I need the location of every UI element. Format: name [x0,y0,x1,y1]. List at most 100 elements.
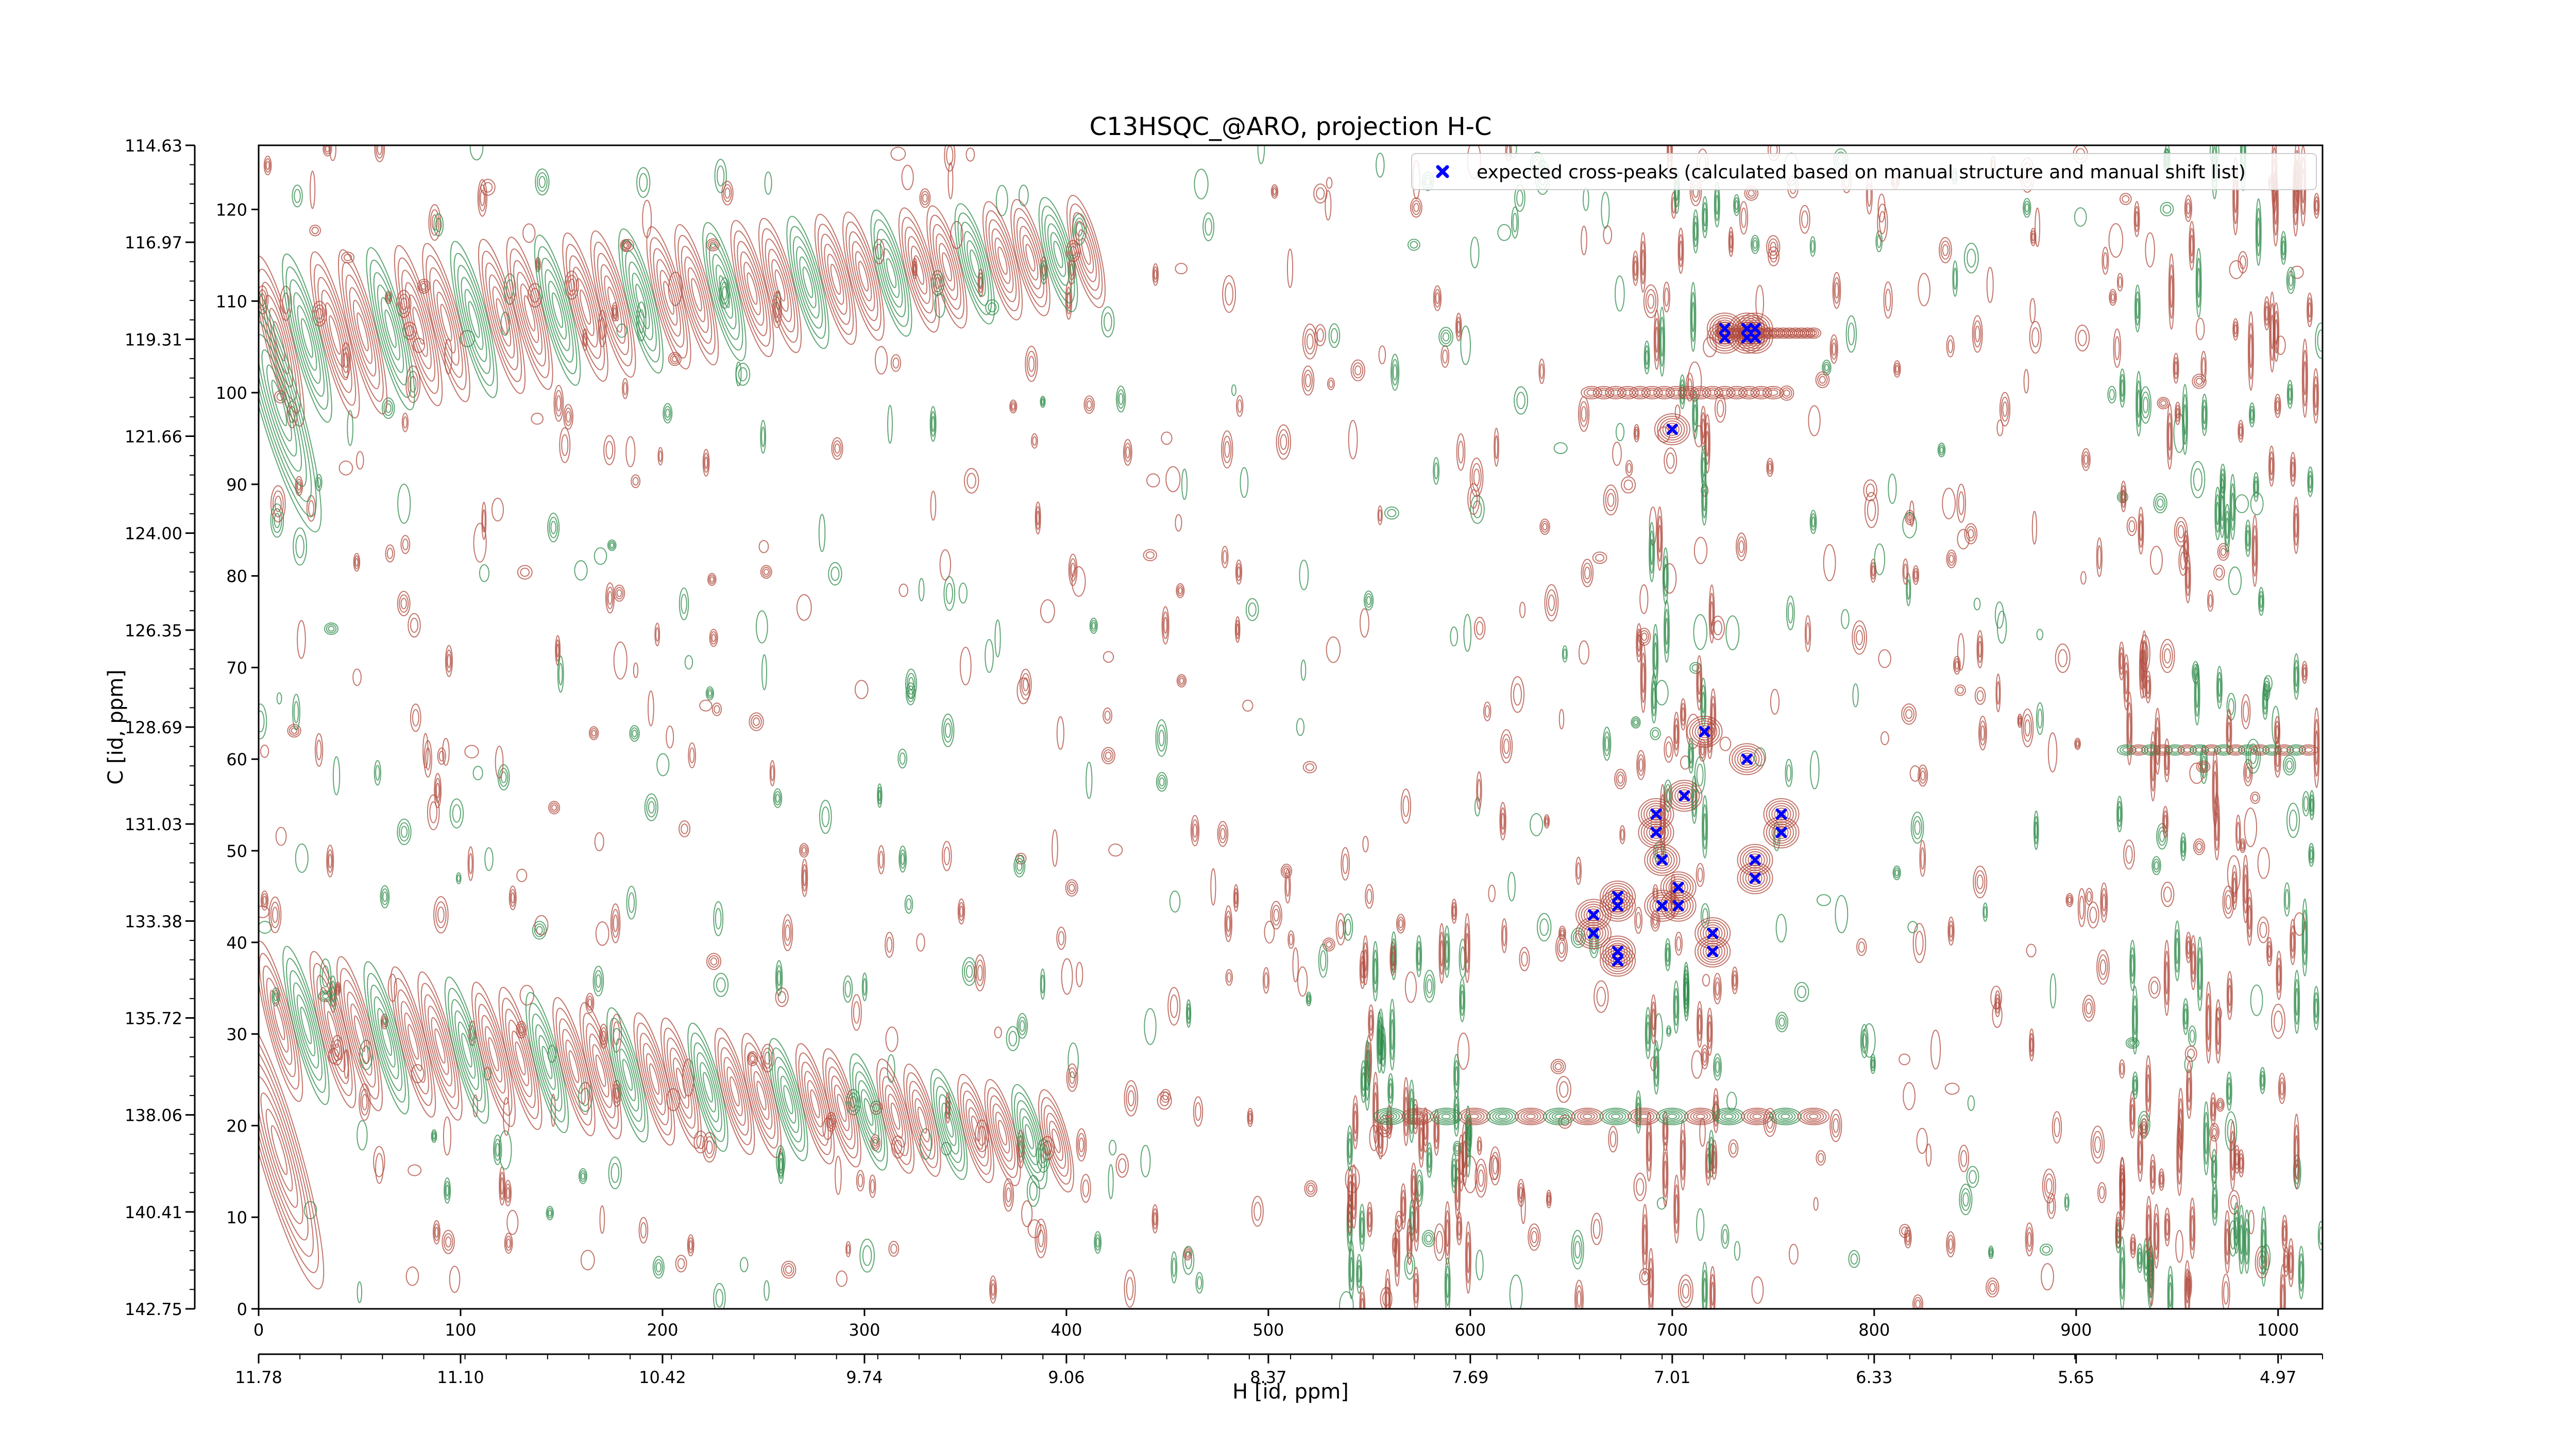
contour-ring [382,891,387,902]
contour-ring [513,260,546,367]
contour-ring [2185,1271,2192,1299]
contour-ring [995,184,1008,216]
contour-ring [1581,922,1606,945]
contour-ring [1823,362,1831,374]
contour-ring [858,261,869,292]
contour-ring [1297,966,1308,997]
contour-ring [315,474,323,492]
contour-ring [959,647,972,686]
contour-ring [426,255,467,390]
contour-ring [2180,746,2195,754]
contour-ring [1359,1286,1366,1309]
contour-ring [1222,275,1236,313]
contour-ring [1451,1153,1458,1193]
contour-ring [901,164,914,190]
contour-ring [1914,820,1921,835]
contour-ring [1006,1187,1011,1203]
contour-ring [2082,451,2090,468]
contour-ring [2244,1218,2249,1265]
contour-ring [944,145,956,172]
contour-ring [1946,335,1955,358]
contour-ring [958,582,968,604]
contour-ring [2293,497,2299,554]
contour-ring [1460,984,1465,1016]
contour-ring [1809,750,1820,789]
contour-ring [2138,1110,2150,1138]
contour-ring [605,582,615,614]
contour-ring [1771,805,1791,823]
cross-peak-marker [1719,323,1731,334]
contour-ring [548,1209,552,1217]
contour-ring [259,289,317,517]
contour-ring [1646,1014,1651,1052]
contour-ring [2278,1072,2286,1104]
contour-ring [874,346,888,375]
contour-ring [1262,967,1270,994]
contour-ring [1577,1110,1598,1122]
contour-ring [2042,1245,2050,1254]
contour-ring [2031,327,2040,347]
contour-ring [1775,1110,1796,1122]
contour-ring [1710,615,1725,641]
contour-ring [1225,969,1233,986]
contour-ring [434,1028,446,1064]
contour-ring [517,565,533,580]
x-tick-label: 1000 [2257,1320,2299,1340]
contour-ring [1730,1142,1737,1154]
contour-ring [2124,669,2128,695]
contour-ring [446,649,452,673]
contour-ring [2250,791,2261,804]
contour-ring [2283,1225,2286,1242]
contour-ring [2137,1124,2144,1182]
contour-ring [1912,565,1920,585]
contour-ring [1461,990,1464,1010]
contour-ring [520,283,539,343]
contour-ring [259,1076,303,1224]
contour-ring [1708,1021,1711,1042]
contour-ring [2231,1140,2234,1171]
contour-ring [1834,282,1839,299]
contour-ring [631,474,641,488]
contour-ring [1400,788,1412,824]
y-tick-label: 60 [226,750,247,769]
contour-ring [2211,1097,2216,1121]
contour-ring [882,1076,909,1156]
contour-ring [702,449,710,477]
contour-ring [2024,200,2030,215]
contour-ring [890,146,906,161]
contour-ring [332,756,341,796]
contour-ring [412,307,425,345]
contour-ring [2291,932,2295,952]
cross-peak-marker [1707,928,1719,939]
contour-ring [1798,1107,1830,1125]
contour-ring [1545,818,1549,825]
contour-ring [2136,370,2142,437]
contour-ring [1425,1234,1432,1243]
contour-ring [738,367,748,382]
contour-ring [1353,1110,1357,1134]
contour-ring [669,1048,693,1119]
contour-ring [1356,1254,1363,1294]
contour-ring [1683,962,1689,1017]
contour-ring [679,587,689,620]
contour-ring [2245,738,2261,774]
contour-ring [1013,854,1026,878]
contour-ring [2116,1222,2120,1239]
contour-ring [2186,566,2190,589]
contour-ring [709,629,718,647]
contour-ring [944,1111,954,1138]
contour-ring [1066,881,1077,895]
cross-peak-marker [1741,753,1753,765]
contour-ring [1766,819,1797,846]
contour-ring [1236,395,1244,417]
contour-ring [2101,888,2107,917]
y-ppm-tick-label: 114.63 [125,136,182,156]
contour-ring [1075,221,1097,282]
contour-ring [282,253,332,423]
contour-ring [2245,519,2251,557]
contour-ring [271,379,287,427]
contour-ring [2143,746,2158,754]
contour-ring [578,1082,593,1112]
contour-ring [2258,587,2264,616]
contour-ring [2163,815,2167,829]
